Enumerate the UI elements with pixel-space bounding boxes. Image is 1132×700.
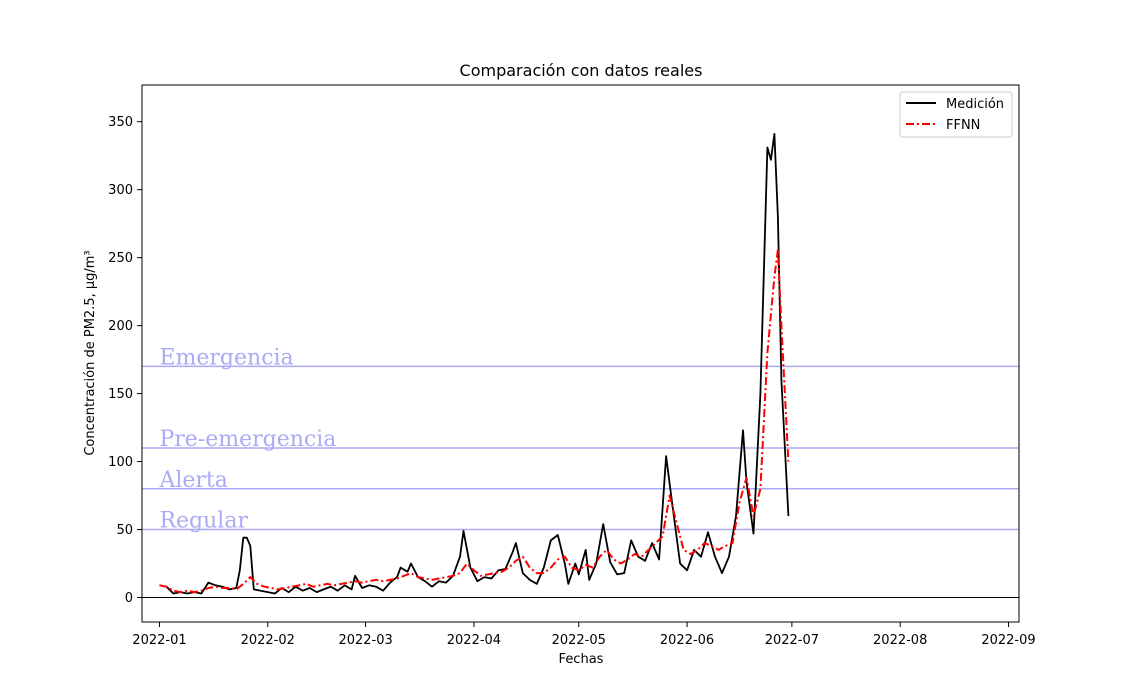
y-tick-label: 100 <box>108 455 133 470</box>
x-tick-label: 2022-02 <box>241 633 295 648</box>
x-axis: 2022-01 2022-02 2022-03 2022-04 2022-05 2022-… <box>132 622 1036 648</box>
series-line-ffnn <box>159 248 790 594</box>
series-line-medicion <box>159 133 790 595</box>
x-tick-label: 2022-03 <box>338 633 392 648</box>
x-tick-label: 2022-08 <box>873 633 927 648</box>
y-tick-label: 50 <box>116 523 133 538</box>
threshold-label-pre-emergencia: Pre-emergencia <box>159 427 336 452</box>
x-tick-label: 2022-01 <box>132 633 186 648</box>
legend: Medición FFNN <box>899 91 1013 138</box>
x-tick-label: 2022-05 <box>552 633 606 648</box>
threshold-group: Emergencia Pre-emergencia Alerta Regular <box>142 345 1019 599</box>
plot-frame <box>141 84 1020 623</box>
y-tick-label: 300 <box>108 183 133 198</box>
x-tick-label: 2022-06 <box>660 633 714 648</box>
threshold-label-regular: Regular <box>159 509 248 534</box>
y-tick-label: 200 <box>108 319 133 334</box>
x-tick-label: 2022-09 <box>981 633 1035 648</box>
y-tick-label: 350 <box>108 115 133 130</box>
x-tick-label: 2022-04 <box>447 633 501 648</box>
y-axis: 0 50 100 150 200 250 300 350 <box>108 115 142 606</box>
y-tick-label: 150 <box>108 387 133 402</box>
y-tick-label: 250 <box>108 251 133 266</box>
chart-title: Comparación con datos reales <box>460 61 703 80</box>
x-axis-title: Fechas <box>559 652 604 667</box>
x-tick-label: 2022-07 <box>765 633 819 648</box>
y-tick-label: 0 <box>125 591 133 606</box>
threshold-label-alerta: Alerta <box>158 468 227 493</box>
series-group <box>159 133 790 595</box>
y-axis-title: Concentración de PM2.5, μg/m³ <box>83 250 98 455</box>
legend-label-medicion: Medición <box>946 97 1004 112</box>
legend-label-ffnn: FFNN <box>946 118 980 133</box>
threshold-label-emergencia: Emergencia <box>159 345 293 370</box>
